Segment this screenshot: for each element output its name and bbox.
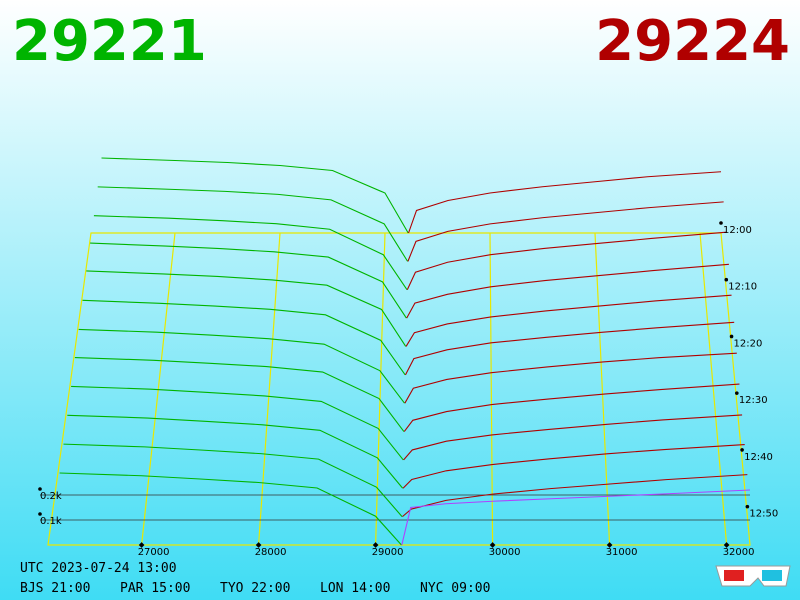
zone-time: LON 14:00	[320, 581, 390, 596]
x-tick-label: 30000	[489, 547, 521, 558]
grid-line	[594, 232, 611, 546]
ask-depth-line	[408, 171, 722, 234]
time-tick-label: 12:00	[723, 225, 752, 236]
x-tick-label: 29000	[372, 547, 404, 558]
bid-depth-line	[93, 215, 408, 291]
bid-depth-line	[101, 157, 409, 234]
grid-line	[258, 232, 281, 546]
bid-depth-line	[78, 328, 405, 404]
bid-depth-line	[63, 443, 403, 517]
ask-depth-line	[402, 474, 748, 518]
tick-mark	[723, 542, 730, 548]
bid-depth-line	[86, 270, 407, 347]
floor-outline	[47, 232, 751, 546]
ask-price: 29224	[595, 9, 790, 74]
utc-time: UTC 2023-07-24 13:00	[20, 561, 177, 576]
bid-depth-line	[97, 186, 409, 262]
time-tick-label: 12:50	[749, 509, 778, 520]
ask-depth-line	[407, 201, 724, 262]
time-tick	[740, 448, 744, 452]
bid-depth-line	[74, 356, 405, 432]
x-tick-label: 32000	[723, 547, 755, 558]
time-tick-label: 12:30	[739, 395, 768, 406]
time-tick-label: 12:40	[744, 452, 773, 463]
ask-depth-line	[406, 263, 729, 319]
zone-time: PAR 15:00	[120, 581, 190, 596]
grid-line	[141, 232, 176, 546]
depth-tick	[38, 487, 42, 491]
tick-mark	[372, 542, 379, 548]
depth-tick-label: 0.1k	[40, 516, 62, 527]
bid-depth-line	[71, 385, 404, 461]
time-tick	[735, 391, 739, 395]
bid-depth-line	[90, 242, 407, 319]
ask-depth-line	[404, 321, 735, 376]
depth-tick-label: 0.2k	[40, 491, 62, 502]
ask-depth-line	[404, 352, 737, 404]
ask-depth-line	[401, 489, 751, 546]
time-tick	[745, 504, 750, 509]
depth-tick	[38, 512, 42, 516]
x-tick-label: 28000	[255, 547, 287, 558]
grid-line	[699, 232, 728, 546]
zone-time: NYC 09:00	[420, 581, 490, 596]
tick-mark	[255, 542, 262, 548]
bid-depth-line	[59, 472, 402, 546]
tick-mark	[606, 542, 613, 548]
time-tick	[724, 277, 729, 282]
grid-line	[489, 232, 494, 546]
time-tick-label: 12:10	[728, 282, 757, 293]
ask-depth-line	[405, 294, 732, 347]
bid-depth-line	[82, 299, 406, 376]
grid-line	[375, 232, 386, 546]
time-tick-label: 12:20	[734, 338, 763, 349]
time-tick	[729, 334, 734, 339]
zone-time: TYO 22:00	[220, 581, 290, 596]
bid-depth-line	[67, 414, 404, 489]
tick-mark	[138, 542, 145, 548]
zone-time: BJS 21:00	[20, 581, 90, 596]
x-tick-label: 31000	[606, 547, 638, 558]
time-tick	[719, 221, 723, 225]
ask-depth-line	[402, 443, 745, 489]
x-tick-label: 27000	[138, 547, 170, 558]
ask-depth-line	[406, 231, 727, 290]
bid-price: 29221	[12, 9, 207, 74]
glasses-icon	[715, 565, 791, 587]
ask-depth-line	[403, 414, 743, 461]
ask-depth-line	[403, 383, 740, 432]
tick-mark	[489, 542, 496, 548]
